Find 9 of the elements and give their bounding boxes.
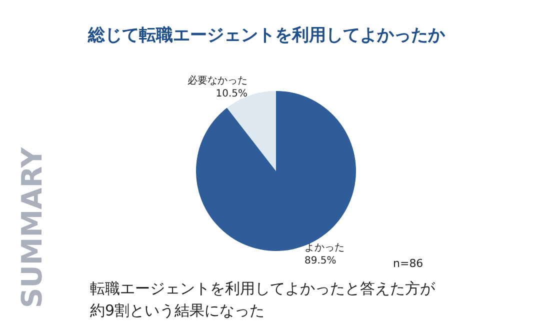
- data-label: 10.5%: [216, 88, 248, 100]
- text: 転職エージェントを利用してよかったと答えた方が: [90, 280, 436, 298]
- data-label: 89.5%: [304, 255, 336, 266]
- text: n=86: [393, 257, 424, 270]
- slice-label: よかった: [304, 242, 345, 254]
- text: SUMMARY: [16, 146, 48, 308]
- text: 約9割という結果になった: [90, 302, 265, 320]
- slice-label: 必要なかった: [187, 74, 248, 87]
- chart-title: 総じて転職エージェントを利用してよかったか: [87, 26, 446, 46]
